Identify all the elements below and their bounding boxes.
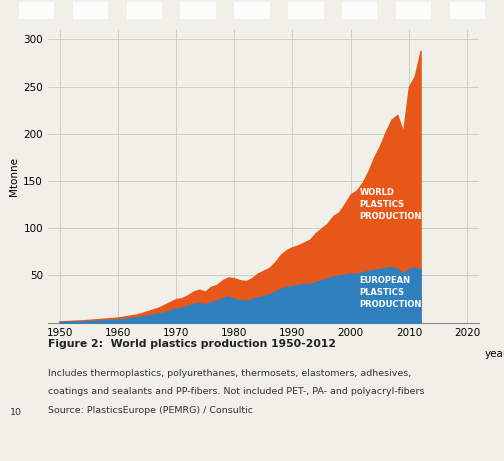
Text: WORLD
PLASTICS
PRODUCTION: WORLD PLASTICS PRODUCTION bbox=[359, 189, 422, 221]
FancyBboxPatch shape bbox=[396, 2, 431, 19]
FancyBboxPatch shape bbox=[342, 2, 377, 19]
FancyBboxPatch shape bbox=[288, 2, 324, 19]
Text: Includes thermoplastics, polyurethanes, thermosets, elastomers, adhesives,: Includes thermoplastics, polyurethanes, … bbox=[48, 369, 411, 378]
FancyBboxPatch shape bbox=[180, 2, 216, 19]
Text: Source: PlasticsEurope (PEMRG) / Consultic: Source: PlasticsEurope (PEMRG) / Consult… bbox=[48, 406, 253, 415]
FancyBboxPatch shape bbox=[450, 2, 485, 19]
Text: coatings and sealants and PP-fibers. Not included PET-, PA- and polyacryl-fibers: coatings and sealants and PP-fibers. Not… bbox=[48, 387, 424, 396]
Text: 10: 10 bbox=[10, 408, 22, 417]
Y-axis label: Mtonne: Mtonne bbox=[9, 157, 19, 196]
FancyBboxPatch shape bbox=[19, 2, 54, 19]
Text: year: year bbox=[485, 349, 504, 359]
FancyBboxPatch shape bbox=[127, 2, 162, 19]
FancyBboxPatch shape bbox=[234, 2, 270, 19]
FancyBboxPatch shape bbox=[73, 2, 108, 19]
Text: EUROPEAN
PLASTICS
PRODUCTION: EUROPEAN PLASTICS PRODUCTION bbox=[359, 276, 422, 309]
Text: Figure 2:  World plastics production 1950-2012: Figure 2: World plastics production 1950… bbox=[48, 339, 336, 349]
